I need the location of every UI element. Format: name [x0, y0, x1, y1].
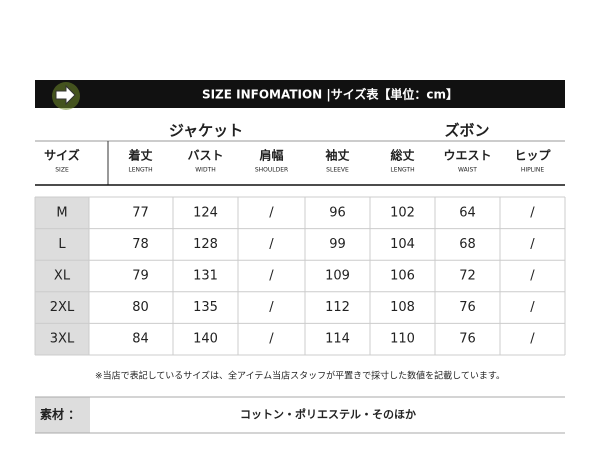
cell: 104 — [390, 237, 415, 252]
cell: 76 — [459, 332, 476, 347]
column-header: 着丈 — [127, 148, 152, 163]
cell: 112 — [325, 300, 350, 315]
column-header-sub: LENGTH — [390, 167, 414, 174]
arrow-icon — [55, 84, 76, 106]
cell: 124 — [193, 205, 218, 220]
cell: / — [530, 300, 535, 315]
column-header: 肩幅 — [259, 148, 283, 163]
size-label: XL — [54, 269, 71, 284]
cell: / — [530, 269, 535, 284]
cell: / — [530, 332, 535, 347]
cell: 78 — [132, 237, 149, 252]
cell: 128 — [193, 237, 218, 252]
material-label: 素材 ： — [40, 407, 80, 422]
cell: 110 — [390, 332, 415, 347]
cell: 80 — [132, 300, 149, 315]
cell: 131 — [193, 269, 218, 284]
column-header: ウエスト — [443, 149, 491, 163]
cell: 84 — [132, 332, 149, 347]
column-header: バスト — [187, 149, 223, 163]
cell: / — [269, 237, 274, 252]
column-header-sub: HIPLINE — [521, 167, 545, 174]
cell: 99 — [329, 237, 346, 252]
cell: 96 — [329, 205, 346, 220]
banner-title: SIZE INFOMATION |サイズ表【単位：cm】 — [202, 87, 458, 102]
cell: 106 — [390, 269, 415, 284]
cell: 114 — [325, 332, 350, 347]
cell: 135 — [193, 300, 218, 315]
material-label-bg — [35, 397, 90, 433]
size-column-bg — [35, 197, 89, 355]
cell: 109 — [325, 269, 350, 284]
material-value: コットン・ポリエステル・そのほか — [240, 407, 416, 421]
column-header-sub: LENGTH — [128, 167, 152, 174]
cell: / — [269, 300, 274, 315]
column-header-sub: WAIST — [458, 167, 477, 174]
cell: 102 — [390, 205, 415, 220]
column-header-sub: SLEEVE — [326, 167, 349, 174]
column-header-sub: SHOULDER — [255, 167, 288, 174]
cell: 79 — [132, 269, 149, 284]
cell: 108 — [390, 300, 415, 315]
cell: 64 — [459, 205, 476, 220]
note: ※当店で表記しているサイズは、全アイテム当店スタッフが平置きで採寸した数値を記載… — [95, 370, 505, 382]
size-label: 2XL — [50, 300, 75, 315]
cell: 77 — [132, 205, 149, 220]
size-label: L — [58, 237, 66, 252]
cell: / — [269, 205, 274, 220]
group-label: ズボン — [444, 122, 489, 140]
size-label: M — [56, 205, 67, 220]
cell: / — [269, 269, 274, 284]
cell: 76 — [459, 300, 476, 315]
size-header: サイズ — [44, 148, 80, 163]
column-header-sub: WIDTH — [195, 167, 216, 174]
column-header: 総丈 — [390, 148, 414, 163]
cell: 72 — [459, 269, 476, 284]
size-label: 3XL — [50, 332, 75, 347]
cell: / — [530, 205, 535, 220]
banner — [35, 80, 565, 108]
cell: 140 — [193, 332, 218, 347]
cell: / — [269, 332, 274, 347]
size-header-sub: SIZE — [55, 167, 69, 174]
cell: / — [530, 237, 535, 252]
column-header: ヒップ — [514, 148, 551, 163]
group-label: ジャケット — [169, 122, 243, 140]
cell: 68 — [459, 237, 476, 252]
column-header: 袖丈 — [325, 148, 349, 163]
